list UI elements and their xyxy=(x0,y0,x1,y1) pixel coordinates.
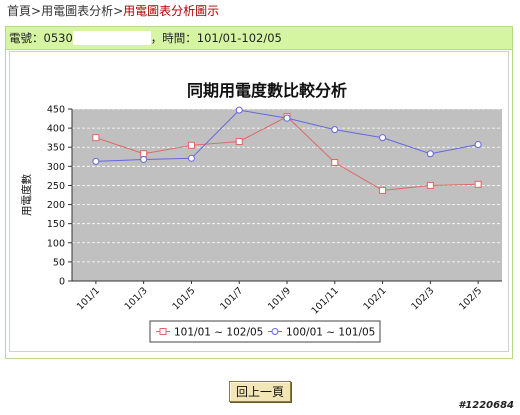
y-axis-label: 用電度數 xyxy=(20,174,33,216)
x-tick-label: 101/7 xyxy=(218,285,245,312)
series-point-1 xyxy=(474,180,482,188)
series-point-2 xyxy=(283,114,291,122)
y-tick-label: 200 xyxy=(47,200,65,211)
chart-panel: 電號：0530 ，時間：101/01-102/05 同期用電度數比較分析 0 50 10… xyxy=(5,26,513,359)
series-point-1 xyxy=(331,159,339,167)
breadcrumb-separator: > xyxy=(31,4,42,18)
chart-container: 同期用電度數比較分析 0 50 100 150 200 250 300 350 400 450 101… xyxy=(9,51,509,352)
series-point-2 xyxy=(187,154,195,162)
x-tick-label: 101/9 xyxy=(266,285,293,312)
legend-label-2: 100/01 ~ 101/05 xyxy=(286,327,375,339)
series-point-2 xyxy=(426,150,434,158)
series-point-1 xyxy=(426,181,434,189)
breadcrumb: 首頁>用電圖表分析>用電圖表分析圖示 xyxy=(7,3,219,19)
y-tick-label: 0 xyxy=(59,277,65,288)
series-point-1 xyxy=(235,137,243,145)
breadcrumb-current: 用電圖表分析圖示 xyxy=(123,4,220,18)
y-tick-label: 150 xyxy=(47,219,65,230)
y-tick-label: 50 xyxy=(53,257,65,268)
series-point-1 xyxy=(92,134,100,142)
series-point-2 xyxy=(474,141,482,149)
y-tick-label: 300 xyxy=(47,162,65,173)
series-point-2 xyxy=(140,155,148,163)
breadcrumb-section[interactable]: 用電圖表分析 xyxy=(41,4,114,18)
legend-label-1: 101/01 ~ 102/05 xyxy=(174,327,263,339)
meter-label: 電號：0530 xyxy=(9,31,73,45)
series-point-1 xyxy=(379,186,387,194)
x-tick-label: 101/3 xyxy=(123,285,150,312)
plot-area xyxy=(72,109,502,281)
panel-header: 電號：0530 ，時間：101/01-102/05 xyxy=(6,27,512,50)
masked-meter-number xyxy=(72,30,151,45)
breadcrumb-home[interactable]: 首頁 xyxy=(7,4,32,18)
series-point-2 xyxy=(235,106,243,114)
back-button[interactable]: 回上一頁 xyxy=(229,381,291,402)
x-tick-label: 101/11 xyxy=(309,285,340,316)
x-tick-label: 102/5 xyxy=(457,285,484,312)
x-tick-label: 102/1 xyxy=(362,285,389,312)
y-tick-label: 450 xyxy=(47,105,65,116)
series-point-1 xyxy=(140,150,148,158)
x-tick-label: 101/5 xyxy=(170,285,197,312)
series-point-2 xyxy=(92,157,100,165)
y-tick-label: 400 xyxy=(47,124,65,135)
legend-marker-1 xyxy=(159,328,167,335)
series-point-1 xyxy=(187,141,195,149)
time-range-label: ，時間：101/01-102/05 xyxy=(150,31,282,45)
series-point-2 xyxy=(379,134,387,142)
legend-box xyxy=(149,320,381,343)
breadcrumb-separator: > xyxy=(113,4,124,18)
watermark: #1220684 xyxy=(458,400,514,411)
y-tick-label: 100 xyxy=(47,238,65,249)
y-tick-label: 350 xyxy=(47,143,65,154)
usage-comparison-chart: 同期用電度數比較分析 0 50 100 150 200 250 300 350 400 450 101… xyxy=(20,81,502,343)
x-tick-label: 101/1 xyxy=(75,285,102,312)
x-tick-label: 102/3 xyxy=(409,285,436,312)
y-tick-label: 250 xyxy=(47,181,65,192)
series-point-2 xyxy=(331,126,339,134)
legend-marker-2 xyxy=(271,328,279,335)
chart-title: 同期用電度數比較分析 xyxy=(187,81,347,100)
